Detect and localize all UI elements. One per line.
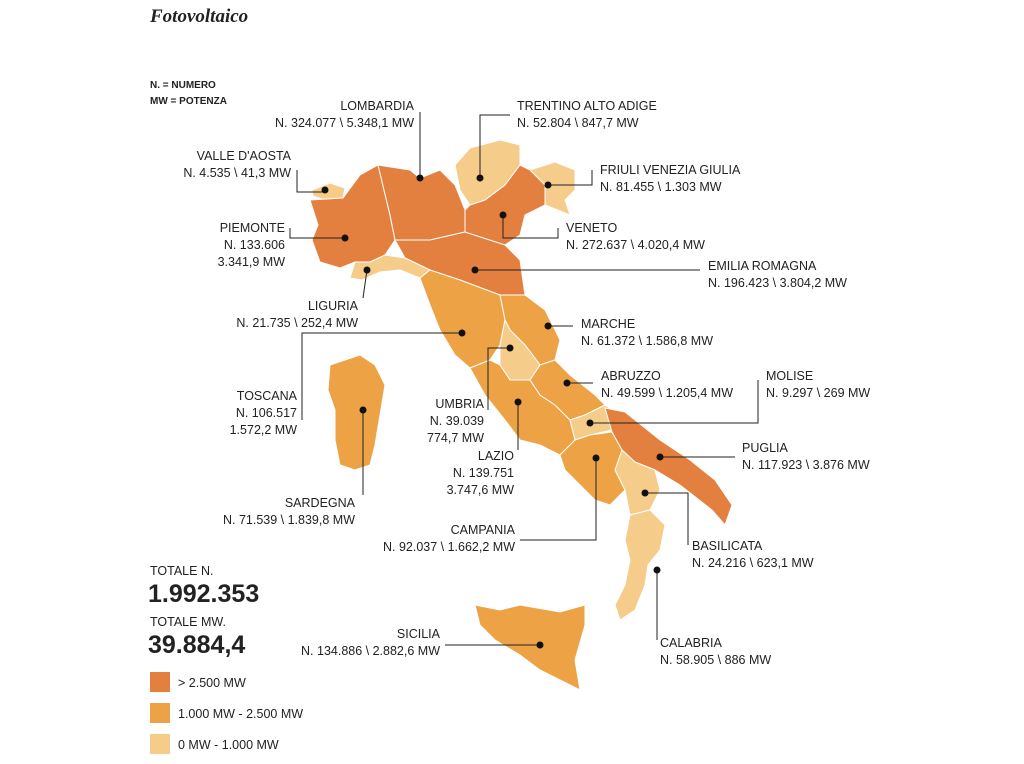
regions [309,139,733,691]
region-dot [563,379,571,387]
region [419,269,506,369]
region-dot [536,641,544,649]
region-dot [514,398,522,406]
region-stats: N. 9.297 \ 269 MW [766,386,870,400]
region [327,354,386,471]
region-name: TOSCANA [237,389,298,403]
legend-label: > 2.500 MW [178,676,246,690]
leader-line [520,458,597,541]
leader-line [487,347,510,410]
region-dot [641,489,649,497]
region-name: PIEMONTE [220,221,285,235]
total-label: TOTALE N. [150,564,213,578]
region-stats: N. 21.735 \ 252,4 MW [236,316,358,330]
region-stats: N. 49.599 \ 1.205,4 MW [601,386,733,400]
region-name: FRIULI VENEZIA GIULIA [600,163,741,177]
note: N. = NUMERO [150,80,216,91]
leader-line [590,380,759,424]
legend-swatch [150,703,170,723]
region-stats: N. 58.905 \ 886 MW [660,653,771,667]
region-name: CALABRIA [660,636,722,650]
region-dot [416,174,424,182]
region-stats: N. 39.039 [430,414,484,428]
region-stats: N. 117.923 \ 3.876 MW [742,458,870,472]
region-name: SARDEGNA [285,496,356,510]
leader-line [301,332,462,420]
leader-line [548,170,593,186]
region-stats: N. 324.077 \ 5.348,1 MW [275,116,414,130]
region-name: PUGLIA [742,441,789,455]
region-stats: N. 133.606 [224,238,285,252]
region-name: LOMBARDIA [340,99,414,113]
region-dot [476,174,484,182]
leader-line [479,114,510,178]
region-dot [586,419,594,427]
region-stats: N. 139.751 [453,466,514,480]
leader-line [289,228,345,239]
total-value: 1.992.353 [148,580,259,608]
side-panel: TOTALE N. 1.992.353 TOTALE MW. 39.884,4 > 2.… [148,564,303,754]
region-dot [506,344,514,352]
title: Fotovoltaico [149,6,248,27]
region-dot [471,266,479,274]
region-name: BASILICATA [692,539,763,553]
region-name: MOLISE [766,369,813,383]
region [474,604,586,691]
legend-swatch [150,734,170,754]
region-name: ABRUZZO [601,369,661,383]
total-value: 39.884,4 [148,631,245,659]
region-stats: 3.341,9 MW [218,255,286,269]
region-stats: N. 134.886 \ 2.882,6 MW [301,644,440,658]
region-name: VENETO [566,221,617,235]
region-stats: N. 4.535 \ 41,3 MW [183,166,291,180]
region-stats: 1.572,2 MW [230,423,298,437]
region-stats: N. 92.037 \ 1.662,2 MW [383,540,515,554]
region-dot [544,181,552,189]
region-dot [656,453,664,461]
region-name: LIGURIA [308,299,359,313]
region-stats: N. 52.804 \ 847,7 MW [517,116,639,130]
labels: VALLE D'AOSTA N. 4.535 \ 41,3 MW PIEMONTE N… [183,99,870,667]
region-name: EMILIA ROMAGNA [708,259,817,273]
region-dot [363,266,371,274]
legend-label: 0 MW - 1.000 MW [178,738,279,752]
region-stats: N. 24.216 \ 623,1 MW [692,556,814,570]
region-name: LAZIO [478,449,514,463]
region-name: UMBRIA [435,397,484,411]
region-dot [359,406,367,414]
region-name: SICILIA [397,627,441,641]
region-name: CAMPANIA [451,523,516,537]
region-dot [544,322,552,330]
region-dot [499,211,507,219]
legend-label: 1.000 MW - 2.500 MW [178,707,303,721]
region [614,509,666,621]
region-dot [458,329,466,337]
region-stats: N. 61.372 \ 1.586,8 MW [581,334,713,348]
region-name: MARCHE [581,317,635,331]
region-dot [592,454,600,462]
leader-line [645,492,689,545]
region-stats: N. 272.637 \ 4.020,4 MW [566,238,705,252]
region-stats: N. 81.455 \ 1.303 MW [600,180,722,194]
total-label: TOTALE MW. [150,615,226,629]
region-stats: N. 106.517 [236,406,297,420]
leader-line [296,170,325,193]
region-name: VALLE D'AOSTA [197,149,292,163]
region-stats: 774,7 MW [427,431,484,445]
leader-line [362,269,368,299]
note: MW = POTENZA [150,96,227,107]
region-dot [321,186,329,194]
region-name: TRENTINO ALTO ADIGE [517,99,657,113]
region-dot [653,566,661,574]
legend-swatch [150,672,170,692]
region-stats: 3.747,6 MW [447,483,515,497]
region-stats: N. 196.423 \ 3.804,2 MW [708,276,847,290]
region [529,161,576,216]
leader-line [502,215,559,239]
region-stats: N. 71.539 \ 1.839,8 MW [223,513,355,527]
region-dot [341,234,349,242]
